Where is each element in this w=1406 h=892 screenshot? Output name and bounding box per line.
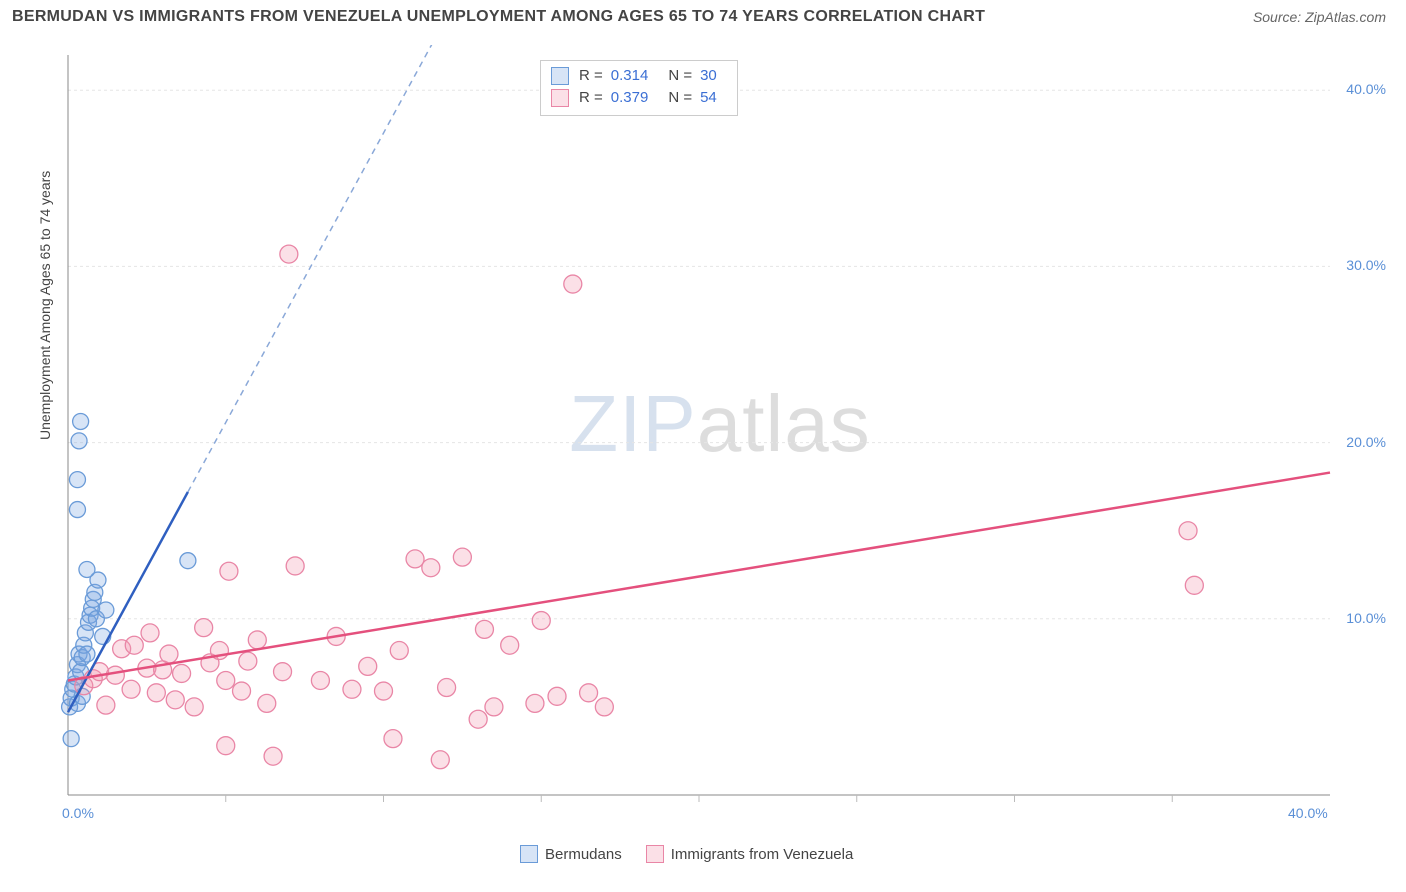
n-label: N = [668, 87, 692, 109]
chart-area: Unemployment Among Ages 65 to 74 years Z… [50, 45, 1390, 835]
scatter-plot-svg [50, 45, 1390, 835]
r-value: 0.379 [611, 87, 649, 109]
series-name: Bermudans [545, 846, 622, 863]
stats-row: R = 0.314 N = 30 [551, 65, 727, 87]
series-legend: Bermudans Immigrants from Venezuela [520, 845, 853, 863]
n-label: N = [668, 65, 692, 87]
r-value: 0.314 [611, 65, 649, 87]
series-legend-item: Immigrants from Venezuela [646, 845, 854, 863]
legend-swatch [646, 845, 664, 863]
x-tick-label: 40.0% [1288, 805, 1328, 821]
y-tick-label: 40.0% [1346, 81, 1386, 97]
stats-legend: R = 0.314 N = 30 R = 0.379 N = 54 [540, 60, 738, 116]
r-label: R = [579, 65, 603, 87]
legend-swatch [551, 89, 569, 107]
title-bar: BERMUDAN VS IMMIGRANTS FROM VENEZUELA UN… [0, 0, 1406, 30]
y-tick-label: 30.0% [1346, 257, 1386, 273]
x-tick-label: 0.0% [62, 805, 94, 821]
n-value: 54 [700, 87, 717, 109]
chart-title: BERMUDAN VS IMMIGRANTS FROM VENEZUELA UN… [12, 8, 985, 26]
legend-swatch [520, 845, 538, 863]
y-tick-label: 10.0% [1346, 610, 1386, 626]
stats-row: R = 0.379 N = 54 [551, 87, 727, 109]
series-name: Immigrants from Venezuela [671, 846, 854, 863]
source-label: Source: ZipAtlas.com [1253, 9, 1386, 25]
y-tick-label: 20.0% [1346, 434, 1386, 450]
r-label: R = [579, 87, 603, 109]
legend-swatch [551, 67, 569, 85]
series-legend-item: Bermudans [520, 845, 622, 863]
n-value: 30 [700, 65, 717, 87]
